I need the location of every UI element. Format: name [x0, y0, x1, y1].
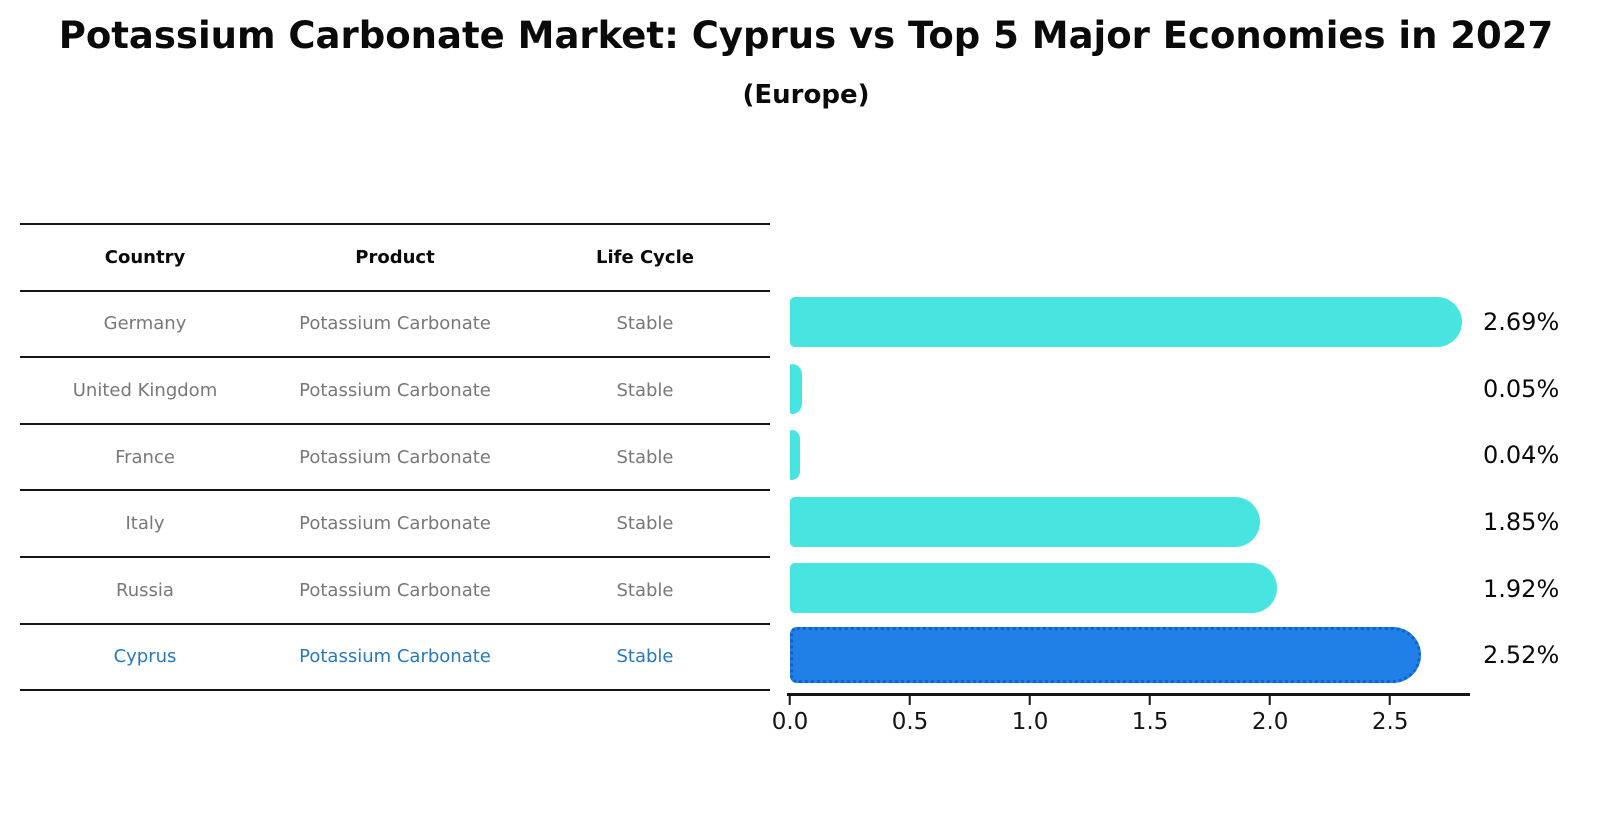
x-tick: 2.5 [1371, 696, 1409, 735]
chart-subtitle: (Europe) [742, 80, 870, 110]
product-cell: Potassium Carbonate [299, 446, 491, 468]
country-cell: United Kingdom [72, 379, 218, 401]
x-tick-label: 1.5 [1131, 709, 1169, 735]
product-cell: Potassium Carbonate [299, 646, 491, 668]
bar-chart-area: 2.69% 0.05% 0.04% 1.85% 1.92% 2.52% [790, 289, 1559, 689]
life-cycle-cell: Stable [616, 646, 674, 668]
country-cell: Italy [125, 513, 165, 535]
x-tick-label: 1.0 [1011, 709, 1049, 735]
table-row-russia: Russia Potassium Carbonate Stable [20, 558, 770, 625]
table-header-row: Country Product Life Cycle [20, 225, 770, 292]
table-row-italy: Italy Potassium Carbonate Stable [20, 491, 770, 558]
x-tick: 1.0 [1011, 696, 1049, 735]
country-cell: Russia [116, 579, 174, 601]
life-cycle-cell: Stable [616, 379, 674, 401]
bar-russia [790, 563, 1277, 614]
country-cell: Cyprus [113, 646, 177, 668]
bar-united-kingdom [790, 363, 802, 414]
table-row-germany: Germany Potassium Carbonate Stable [20, 292, 770, 359]
bar-cyprus [790, 626, 1421, 683]
country-cell: France [115, 446, 175, 468]
country-cell: Germany [103, 313, 187, 335]
bar-row-france: 0.04% [790, 422, 1559, 489]
life-cycle-cell: Stable [616, 313, 674, 335]
bar-row-united-kingdom: 0.05% [790, 356, 1559, 423]
column-header-product: Product [355, 246, 435, 268]
chart-title: Potassium Carbonate Market: Cyprus vs To… [58, 14, 1554, 57]
bar-value-label: 2.69% [1483, 308, 1560, 337]
product-cell: Potassium Carbonate [299, 513, 491, 535]
bar-value-label: 0.05% [1483, 374, 1560, 403]
bar-italy [790, 496, 1261, 547]
bar-value-label: 0.04% [1483, 441, 1560, 470]
x-tick-label: 0.0 [771, 709, 809, 735]
bar-france [790, 430, 800, 481]
bar-value-label: 2.52% [1483, 641, 1560, 670]
x-tick-mark [788, 696, 791, 705]
bar-row-italy: 1.85% [790, 489, 1559, 556]
x-tick: 1.5 [1131, 696, 1169, 735]
country-info-table: Country Product Life Cycle Germany Potas… [20, 223, 770, 692]
product-cell: Potassium Carbonate [299, 579, 491, 601]
x-tick-label: 2.0 [1251, 709, 1289, 735]
column-header-country: Country [104, 246, 186, 268]
bar-value-label: 1.85% [1483, 508, 1560, 537]
life-cycle-cell: Stable [616, 446, 674, 468]
x-tick-mark [1029, 696, 1032, 705]
table-row-cyprus: Cyprus Potassium Carbonate Stable [20, 625, 770, 692]
x-tick: 2.0 [1251, 696, 1289, 735]
x-tick: 0.5 [891, 696, 929, 735]
table-row-france: France Potassium Carbonate Stable [20, 425, 770, 492]
life-cycle-cell: Stable [616, 513, 674, 535]
bar-row-cyprus: 2.52% [790, 622, 1559, 689]
bar-row-germany: 2.69% [790, 289, 1559, 356]
product-cell: Potassium Carbonate [299, 379, 491, 401]
x-tick-label: 2.5 [1371, 709, 1409, 735]
x-axis-line [787, 693, 1470, 696]
product-cell: Potassium Carbonate [299, 313, 491, 335]
bar-germany [790, 297, 1462, 347]
x-tick: 0.0 [771, 696, 809, 735]
table-row-united-kingdom: United Kingdom Potassium Carbonate Stabl… [20, 358, 770, 425]
x-tick-label: 0.5 [891, 709, 929, 735]
column-header-life-cycle: Life Cycle [596, 246, 694, 268]
x-tick-mark [1149, 696, 1152, 705]
bar-value-label: 1.92% [1483, 574, 1560, 603]
x-tick-mark [1269, 696, 1272, 705]
x-tick-mark [1389, 696, 1392, 705]
life-cycle-cell: Stable [616, 579, 674, 601]
bar-row-russia: 1.92% [790, 555, 1559, 622]
x-tick-mark [909, 696, 912, 705]
